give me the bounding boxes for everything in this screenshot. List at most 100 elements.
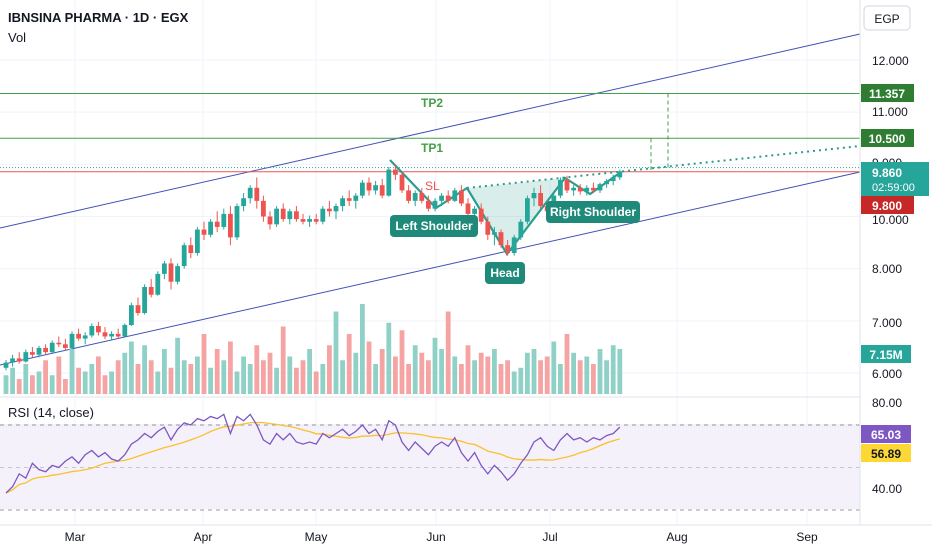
candle-body [267, 216, 273, 225]
candle-body [16, 358, 22, 362]
candle-body [228, 213, 233, 238]
candle-body [399, 174, 405, 191]
rsi-ma-line [5, 421, 620, 494]
volume-bar [360, 304, 365, 394]
candle-body [525, 198, 530, 222]
volume-bar [221, 360, 227, 394]
rsi-value: 65.03 [871, 428, 901, 442]
time-tick: Mar [65, 530, 86, 544]
candle-body [340, 198, 345, 207]
tp2-badge[interactable]: 11.357 [861, 84, 914, 102]
candle-body [115, 333, 121, 337]
volume-bar [571, 352, 576, 394]
candle-body [518, 221, 524, 238]
tp1-label: TP1 [421, 141, 443, 155]
currency-label[interactable]: EGP [874, 12, 899, 26]
candle-body [162, 263, 167, 274]
candle-body [617, 171, 623, 178]
volume-bar [498, 364, 504, 394]
sl-badge[interactable]: 9.800 [861, 196, 914, 214]
volume-bar [155, 371, 161, 394]
time-axis[interactable]: Mar Apr May Jun Jul Aug Sep [65, 530, 818, 544]
volume-bar [406, 364, 411, 394]
volume-bar [247, 364, 253, 394]
symbol-title[interactable]: IBNSINA PHARMA · 1D · EGX [8, 10, 189, 25]
volume-bar [327, 345, 332, 394]
price-tick: 8.000 [872, 262, 902, 276]
volume-bar [379, 349, 385, 394]
candle-body [241, 198, 246, 207]
last-price: 9.860 [872, 166, 902, 180]
volume-bar [122, 352, 128, 394]
candle-body [360, 182, 365, 196]
candle-body [373, 185, 378, 191]
volume-bar [188, 364, 194, 394]
rsi-ma-badge[interactable]: 56.89 [861, 444, 911, 462]
candle-body [254, 187, 260, 201]
left-shoulder-annotation[interactable]: Left Shoulder [390, 215, 478, 237]
price-tick: 12.000 [872, 54, 909, 68]
head-annotation[interactable]: Head [485, 262, 525, 284]
volume-bars [3, 304, 623, 394]
volume-bar [102, 375, 108, 394]
volume-bar [320, 364, 326, 394]
rsi-badge[interactable]: 65.03 [861, 425, 911, 443]
volume-bar [30, 375, 35, 394]
tp1-badge[interactable]: 10.500 [861, 129, 914, 147]
candle-body [531, 193, 537, 199]
sl-price: 9.800 [872, 199, 902, 213]
candle-body [294, 211, 299, 220]
candle-body [148, 286, 154, 295]
volume-bar [214, 349, 220, 394]
target-levels [0, 93, 860, 173]
candle-body [472, 208, 477, 214]
candle-body [485, 221, 491, 235]
volume-badge[interactable]: 7.15M [861, 345, 911, 363]
candle-body [36, 347, 42, 355]
candle-body [175, 266, 180, 282]
volume-bar [591, 364, 596, 394]
candle-body [168, 263, 174, 282]
volume-bar [597, 349, 603, 394]
rsi-label[interactable]: RSI (14, close) [8, 405, 94, 420]
volume-bar [564, 334, 570, 394]
candle-body [280, 208, 286, 220]
candle-body [208, 221, 213, 235]
candle-body [333, 206, 339, 212]
rsi-tick: 40.00 [872, 482, 902, 496]
candle-body [300, 219, 306, 222]
left-shoulder-text: Left Shoulder [395, 219, 473, 233]
channel-upper-line [0, 33, 861, 229]
volume-bar [353, 352, 359, 394]
candle-body [393, 169, 398, 175]
candle-body [201, 229, 207, 235]
candle-body [109, 333, 114, 337]
right-shoulder-annotation[interactable]: Right Shoulder [546, 201, 640, 223]
rsi-axis[interactable]: 80.00 40.00 [872, 396, 902, 496]
candle-body [23, 352, 29, 362]
candle-body [129, 305, 134, 326]
candle-body [135, 305, 141, 314]
volume-bar [201, 334, 207, 394]
candle-body [577, 187, 583, 192]
time-tick: May [305, 530, 328, 544]
volume-bar [333, 311, 339, 394]
last-price-badge[interactable]: 9.860 02:59:00 [861, 162, 929, 196]
volume-bar [393, 356, 398, 394]
candle-body [307, 219, 312, 222]
rsi-ma-value: 56.89 [871, 447, 901, 461]
volume-bar [82, 371, 88, 394]
candle-body [597, 184, 603, 191]
candle-body [49, 342, 55, 353]
volume-bar [386, 322, 392, 394]
tp2-price: 11.357 [869, 87, 905, 101]
currency-button[interactable] [863, 5, 911, 31]
volume-bar [234, 371, 240, 394]
candle-body [571, 187, 576, 191]
volume-bar [10, 367, 15, 394]
head-text: Head [490, 266, 519, 280]
candle-body [274, 208, 279, 225]
vol-label[interactable]: Vol [8, 30, 26, 45]
volume-bar [76, 367, 81, 394]
